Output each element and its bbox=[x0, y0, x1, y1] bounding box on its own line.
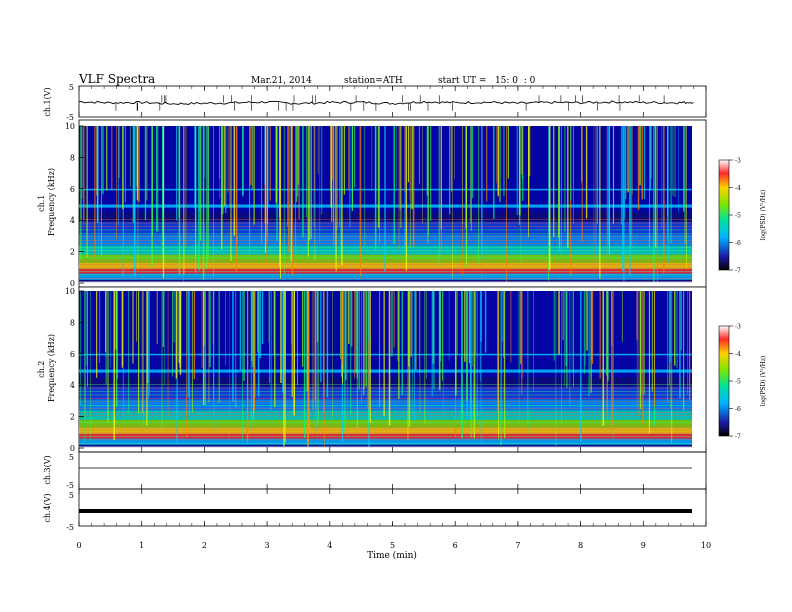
ch2-colorbar-ticks: -3 -4 -5 -6 -7 bbox=[729, 324, 741, 441]
frequency-band bbox=[79, 399, 692, 411]
ch3-ytick-bottom: -5 bbox=[66, 481, 74, 490]
ch1-spectrogram-image bbox=[79, 126, 692, 283]
xtick-label: 7 bbox=[515, 541, 520, 550]
colorbar-tick-label: -4 bbox=[735, 351, 741, 358]
ch2-spec-ylabel-line1: ch.2 bbox=[37, 361, 46, 378]
ch4-waveform-ylabel: ch.4(V) bbox=[43, 493, 52, 522]
xtick-label: 4 bbox=[327, 541, 332, 550]
xtick-label: 8 bbox=[578, 541, 583, 550]
frequency-band bbox=[79, 419, 692, 428]
ch4-ytick-top: 5 bbox=[69, 491, 74, 500]
ch4-waveform-frame bbox=[78, 488, 707, 527]
ch4-ytick-bottom: -5 bbox=[66, 523, 74, 532]
frequency-band bbox=[79, 427, 692, 434]
ch2-spec-ylabel-line2: Frequency (kHz) bbox=[47, 334, 56, 402]
xtick-label: 0 bbox=[76, 541, 81, 550]
time-axis-ticks: 0 1 2 3 4 5 6 7 8 9 10 bbox=[76, 86, 711, 550]
ytick-label: 8 bbox=[70, 153, 75, 162]
ytick-label: 6 bbox=[70, 350, 75, 359]
colorbar-tick-label: -6 bbox=[735, 240, 741, 247]
colorbar-tick-label: -6 bbox=[735, 406, 741, 413]
colorbar-tick-label: -5 bbox=[735, 379, 741, 386]
ytick-label: 2 bbox=[70, 248, 75, 257]
frequency-band bbox=[79, 410, 692, 420]
colorbar-tick-label: -5 bbox=[735, 213, 741, 220]
xtick-label: 1 bbox=[139, 541, 144, 550]
ch1-spec-ylabel-line2: Frequency (kHz) bbox=[47, 168, 56, 236]
colorbar-tick-label: -3 bbox=[735, 158, 741, 165]
figure-title: VLF Spectra bbox=[78, 72, 155, 86]
ch1-colorbar-ticks: -3 -4 -5 -6 -7 bbox=[729, 158, 741, 275]
frequency-band bbox=[79, 438, 692, 445]
colorbar-tick-label: -4 bbox=[735, 185, 741, 192]
ytick-label: 2 bbox=[70, 413, 75, 422]
ch1-waveform-ylabel: ch.1(V) bbox=[43, 87, 52, 116]
ytick-label: 8 bbox=[70, 318, 75, 327]
ch1-spec-ylabel-line1: ch.1 bbox=[37, 195, 46, 212]
ch1-waveform-trace bbox=[78, 100, 694, 105]
ch3-ytick-top: 5 bbox=[69, 453, 74, 462]
colorbar-tick-label: -7 bbox=[735, 268, 741, 275]
xtick-label: 10 bbox=[701, 541, 711, 550]
ch3-waveform-ylabel: ch.3(V) bbox=[43, 455, 52, 484]
ch1-colorbar bbox=[718, 159, 730, 271]
time-axis-label: Time (min) bbox=[367, 550, 417, 561]
ytick-label: 10 bbox=[65, 122, 75, 131]
ch1-spectrogram-ylabel: ch.1 Frequency (kHz) bbox=[37, 168, 56, 236]
ytick-label: 4 bbox=[70, 381, 75, 390]
frequency-band bbox=[79, 353, 692, 356]
ch1-waveform-spikes bbox=[115, 95, 665, 111]
date-label: Mar.21, 2014 bbox=[251, 76, 312, 86]
ytick-label: 0 bbox=[70, 444, 75, 453]
ch2-spectrogram-image bbox=[79, 291, 692, 448]
xtick-label: 3 bbox=[265, 541, 270, 550]
ch2-spectrogram-ylabel: ch.2 Frequency (kHz) bbox=[37, 334, 56, 402]
xtick-label: 6 bbox=[453, 541, 458, 550]
frequency-band bbox=[79, 386, 692, 400]
ch3-waveform-frame bbox=[78, 451, 707, 490]
start-time-label: start UT = 15: 0 : 0 bbox=[438, 76, 536, 86]
colorbar-tick-label: -7 bbox=[735, 434, 741, 441]
ch1-ytick-top: 5 bbox=[69, 83, 74, 92]
xtick-label: 5 bbox=[390, 541, 395, 550]
colorbar-tick-label: -3 bbox=[735, 324, 741, 331]
ch2-spectrogram-yticks: 0 2 4 6 8 10 bbox=[65, 287, 84, 453]
ytick-label: 10 bbox=[65, 287, 75, 296]
xtick-label: 2 bbox=[202, 541, 207, 550]
frequency-band bbox=[79, 273, 692, 280]
ch1-colorbar-label: log(PSD) (V²/Hz) bbox=[760, 190, 767, 241]
frequency-band bbox=[79, 369, 692, 373]
ch2-colorbar bbox=[718, 325, 730, 437]
ch1-spectrogram-yticks: 0 2 4 6 8 10 bbox=[65, 122, 84, 288]
ch2-colorbar-label: log(PSD) (V²/Hz) bbox=[760, 356, 767, 407]
ytick-label: 0 bbox=[70, 279, 75, 288]
station-label: station=ATH bbox=[344, 76, 403, 86]
ytick-label: 6 bbox=[70, 185, 75, 194]
ch1-ytick-bottom: -5 bbox=[66, 113, 74, 122]
xtick-label: 9 bbox=[641, 541, 646, 550]
ytick-label: 4 bbox=[70, 216, 75, 225]
